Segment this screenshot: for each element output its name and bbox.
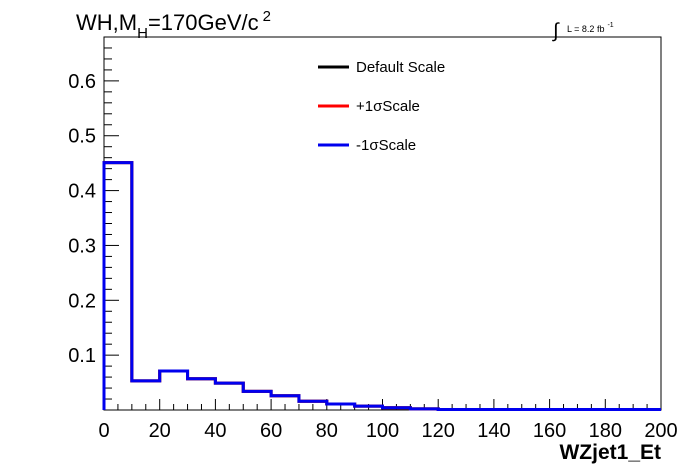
y-tick-label: 0.2 — [68, 290, 96, 312]
title-superscript: 2 — [263, 8, 271, 25]
x-tick-label: 0 — [98, 420, 109, 442]
x-tick-label: 160 — [533, 420, 566, 442]
y-tick-label: 0.1 — [68, 345, 96, 367]
x-tick-label: 40 — [204, 420, 226, 442]
x-axis-title: WZjet1_Et — [559, 441, 661, 464]
y-tick-label: 0.6 — [68, 71, 96, 93]
x-axis: 0 20 40 60 80 100 120 140 160 180 200 — [98, 399, 678, 442]
series-group — [102, 161, 661, 411]
x-tick-label: 200 — [644, 420, 677, 442]
lumi-superscript: -1 — [607, 22, 613, 29]
x-tick-label: 140 — [477, 420, 510, 442]
title-main: WH,M — [76, 10, 137, 35]
x-tick-label: 100 — [366, 420, 399, 442]
y-axis: 0.1 0.2 0.3 0.4 0.5 0.6 — [68, 47, 119, 400]
x-tick-label: 180 — [589, 420, 622, 442]
title-rest: =170GeV/c — [148, 10, 259, 35]
series-line-2 — [102, 161, 661, 411]
legend: Default Scale +1σScale -1σScale — [318, 59, 445, 154]
luminosity-label: ∫ L = 8.2 fb -1 — [552, 20, 614, 42]
y-tick-label: 0.4 — [68, 181, 96, 203]
y-tick-label: 0.3 — [68, 235, 96, 257]
title-subscript: H — [137, 25, 148, 42]
legend-label: Default Scale — [356, 59, 445, 76]
lumi-text: L = 8.2 fb -1 — [567, 22, 614, 34]
x-tick-label: 20 — [149, 420, 171, 442]
chart-title: WH,MH=170GeV/c 2 — [76, 8, 271, 42]
y-tick-label: 0.5 — [68, 126, 96, 148]
lumi-value: L = 8.2 fb — [567, 24, 604, 34]
legend-label: -1σScale — [356, 137, 416, 154]
x-tick-label: 120 — [422, 420, 455, 442]
legend-label: +1σScale — [356, 98, 420, 115]
x-tick-label: 60 — [260, 420, 282, 442]
plot-frame — [103, 36, 662, 411]
x-tick-label: 80 — [316, 420, 338, 442]
lumi-integral: ∫ — [552, 20, 560, 42]
